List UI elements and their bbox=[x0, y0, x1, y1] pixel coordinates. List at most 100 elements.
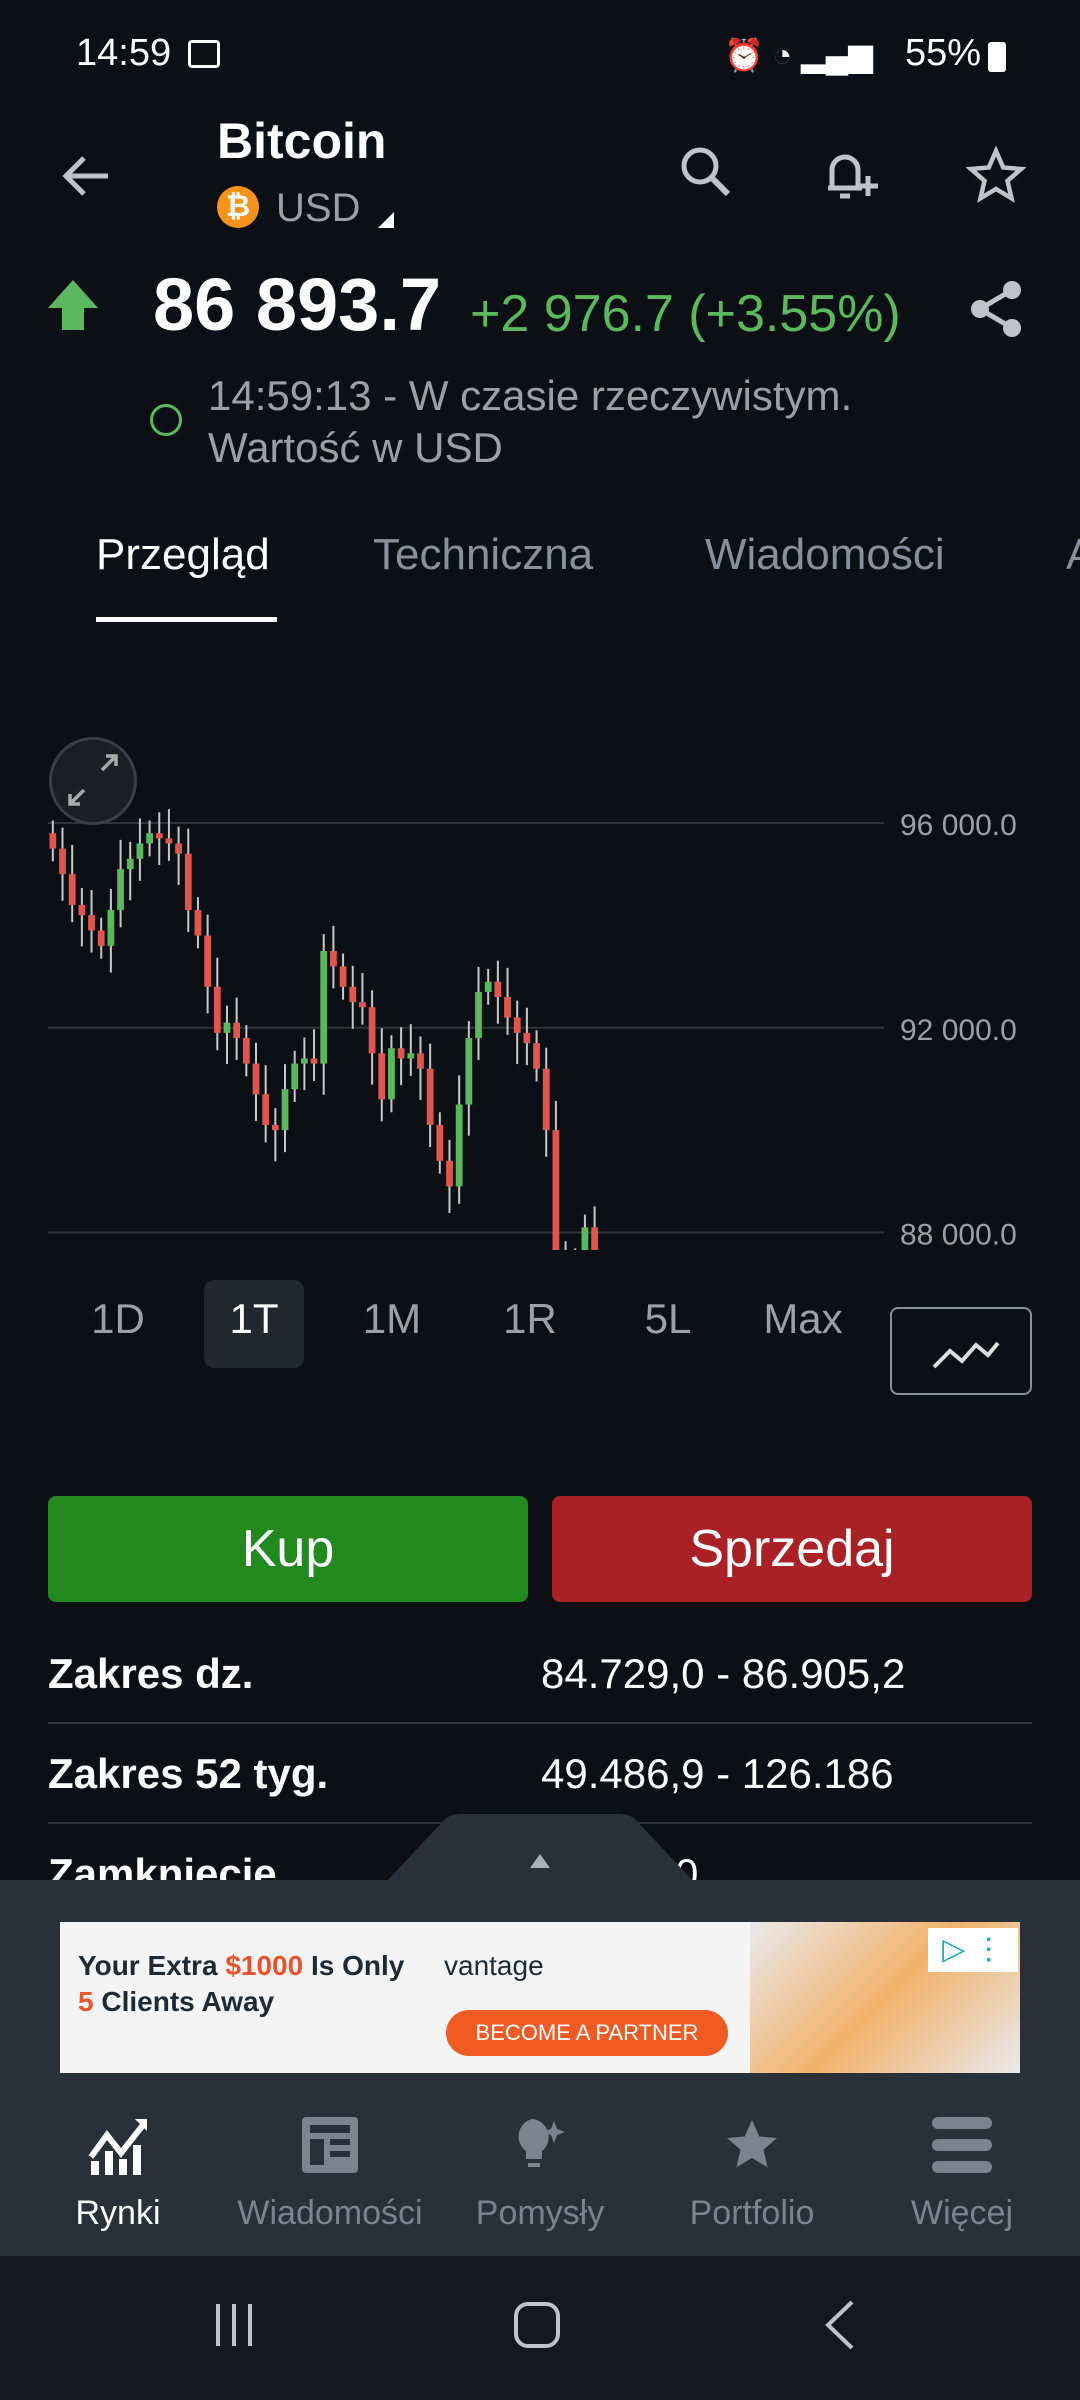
candle-body bbox=[300, 1058, 308, 1064]
sheet-handle[interactable] bbox=[380, 1812, 700, 1882]
chart-up-icon bbox=[88, 2119, 147, 2175]
page-title: Bitcoin bbox=[217, 113, 387, 169]
candle-body bbox=[513, 1017, 521, 1033]
candle-body bbox=[397, 1048, 405, 1059]
newspaper-icon bbox=[302, 2117, 358, 2173]
candle-body bbox=[523, 1032, 531, 1044]
chart-type-button[interactable] bbox=[890, 1307, 1032, 1395]
candle-body bbox=[320, 950, 328, 1064]
battery-icon bbox=[988, 42, 1006, 72]
candle-body bbox=[475, 991, 482, 1038]
timeframe-1d[interactable]: 1D bbox=[91, 1295, 145, 1342]
candle-body bbox=[542, 1068, 550, 1131]
tab-news[interactable]: Wiadomości bbox=[705, 530, 945, 579]
nav-label: Pomysły bbox=[475, 2194, 605, 2232]
nav-ideas[interactable]: Pomysły bbox=[440, 2115, 640, 2233]
nav-more[interactable]: Więcej bbox=[862, 2115, 1062, 2233]
nav-markets[interactable]: Rynki bbox=[18, 2115, 218, 2233]
status-time: 14:59 bbox=[76, 32, 172, 74]
candle-body bbox=[591, 1227, 598, 1250]
expand-chart-button[interactable] bbox=[49, 737, 137, 825]
share-icon[interactable] bbox=[966, 278, 1026, 345]
timeframe-selected-bg bbox=[204, 1280, 304, 1368]
ad-choices-icon[interactable]: ▷ ⋮ bbox=[928, 1928, 1018, 1972]
ad-text: Your Extra bbox=[78, 1950, 226, 1981]
candle-body bbox=[262, 1094, 270, 1126]
y-tick-label: 96 000.0 bbox=[900, 809, 1017, 842]
price-change: +2 976.7 (+3.55%) bbox=[470, 285, 901, 343]
candle-body bbox=[330, 950, 337, 967]
candle-body bbox=[146, 833, 153, 844]
candle-body bbox=[368, 1007, 376, 1054]
ad-text: Clients Away bbox=[93, 1986, 275, 2017]
chevron-up-icon bbox=[530, 1854, 550, 1868]
currency-selector[interactable]: USD bbox=[276, 186, 361, 230]
candle-body bbox=[175, 843, 182, 854]
candle-body bbox=[484, 981, 492, 992]
timeframe-1r[interactable]: 1R bbox=[503, 1295, 557, 1342]
price: 86 893.7 bbox=[153, 263, 442, 346]
candle-body bbox=[446, 1160, 453, 1187]
tab-technical[interactable]: Techniczna bbox=[373, 530, 594, 579]
ad-banner[interactable]: Your Extra $1000 Is Only 5 Clients Away … bbox=[60, 1922, 1020, 2073]
star-outline-icon[interactable] bbox=[965, 145, 1027, 211]
candle-body bbox=[310, 1058, 318, 1064]
candle-body bbox=[465, 1037, 473, 1105]
candle-body bbox=[252, 1063, 260, 1095]
arrow-left-icon[interactable] bbox=[56, 148, 116, 204]
nav-news[interactable]: Wiadomości bbox=[230, 2115, 430, 2233]
nav-portfolio[interactable]: Portfolio bbox=[652, 2115, 852, 2233]
candle-body bbox=[78, 904, 86, 916]
candle-body bbox=[494, 981, 502, 998]
timeframe-5l[interactable]: 5L bbox=[644, 1295, 692, 1342]
candle-body bbox=[107, 910, 115, 946]
search-icon[interactable] bbox=[678, 144, 734, 205]
candle-body bbox=[349, 986, 357, 1003]
candle-body bbox=[388, 1048, 395, 1100]
tab-more[interactable]: A bbox=[1066, 530, 1080, 580]
buy-button[interactable]: Kup bbox=[48, 1496, 528, 1602]
quote-time: 14:59:13 - W czasie rzeczywistym. bbox=[208, 372, 853, 419]
sell-button[interactable]: Sprzedaj bbox=[552, 1496, 1032, 1602]
line-chart-icon bbox=[932, 1341, 1000, 1369]
ad-text: Is Only bbox=[303, 1950, 405, 1981]
candle-body bbox=[49, 833, 57, 849]
candle-body bbox=[194, 910, 202, 936]
stat-value: 84.729,0 - 86.905,2 bbox=[541, 1650, 906, 1697]
bitcoin-icon: ₿ bbox=[217, 186, 259, 228]
candle-body bbox=[59, 848, 66, 875]
home-icon[interactable] bbox=[514, 2302, 560, 2348]
tab-overview[interactable]: Przegląd bbox=[96, 530, 270, 579]
candle-body bbox=[184, 853, 192, 911]
timeframe-1t[interactable]: 1T bbox=[229, 1295, 279, 1342]
battery-level: 55% bbox=[905, 32, 982, 74]
menu-icon bbox=[932, 2117, 992, 2173]
candle-body bbox=[117, 869, 124, 911]
ad-text: 5 bbox=[78, 1986, 94, 2017]
candle-body bbox=[281, 1089, 289, 1131]
candle-body bbox=[68, 874, 76, 905]
quote-currency-note: Wartość w USD bbox=[208, 424, 503, 471]
recent-apps-icon[interactable] bbox=[212, 2302, 258, 2353]
back-icon[interactable] bbox=[822, 2300, 858, 2355]
candle-body bbox=[339, 966, 347, 987]
bell-plus-icon[interactable] bbox=[818, 142, 882, 211]
expand-icon bbox=[68, 754, 118, 806]
clock-icon bbox=[150, 404, 182, 436]
candle-body bbox=[426, 1068, 434, 1126]
timeframe-max[interactable]: Max bbox=[763, 1295, 843, 1342]
ad-cta-button[interactable]: BECOME A PARTNER bbox=[446, 2010, 728, 2056]
nav-label: Wiadomości bbox=[237, 2194, 423, 2232]
candle-body bbox=[436, 1125, 444, 1161]
stat-label: Zakres dz. bbox=[48, 1650, 254, 1697]
status-icons: ⏰ ◔ ▂▄▆ bbox=[724, 37, 873, 73]
candle-body bbox=[407, 1053, 415, 1059]
arrow-up-icon bbox=[46, 278, 100, 337]
timeframe-1m[interactable]: 1M bbox=[362, 1295, 422, 1342]
price-chart[interactable]: 96 000.092 000.088 000.084 000.080 000.0… bbox=[0, 650, 1080, 1250]
tab-active-indicator bbox=[96, 617, 277, 622]
stat-value: 49.486,9 - 126.186 bbox=[541, 1750, 894, 1797]
ad-brand-logo: vantage bbox=[444, 1950, 544, 1981]
dropdown-triangle-icon[interactable] bbox=[378, 212, 394, 228]
candle-body bbox=[165, 838, 173, 844]
